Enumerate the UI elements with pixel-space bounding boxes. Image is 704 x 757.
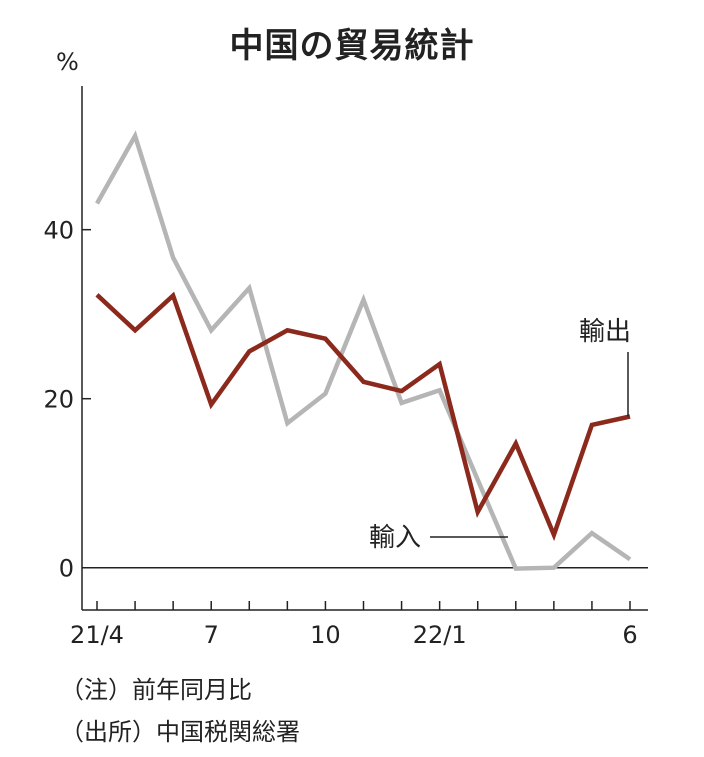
x-tick-label: 22/1 bbox=[413, 621, 467, 649]
x-tick-label: 7 bbox=[204, 621, 219, 649]
x-tick-label: 21/4 bbox=[70, 621, 124, 649]
x-tick-label: 6 bbox=[622, 621, 637, 649]
x-tick-label: 10 bbox=[310, 621, 341, 649]
y-tick-label: 0 bbox=[59, 555, 74, 583]
note-source: （出所）中国税関総署 bbox=[60, 718, 300, 746]
import-series-label: 輸入 bbox=[369, 523, 421, 553]
export-line bbox=[95, 291, 631, 542]
y-tick-label: 20 bbox=[43, 386, 74, 414]
import-line bbox=[95, 130, 632, 571]
y-axis-unit: % bbox=[56, 48, 79, 76]
export-series-label: 輸出 bbox=[579, 317, 631, 347]
chart-title: 中国の貿易統計 bbox=[229, 26, 475, 66]
y-tick-label: 40 bbox=[43, 217, 74, 245]
note-yoy: （注）前年同月比 bbox=[60, 676, 252, 704]
